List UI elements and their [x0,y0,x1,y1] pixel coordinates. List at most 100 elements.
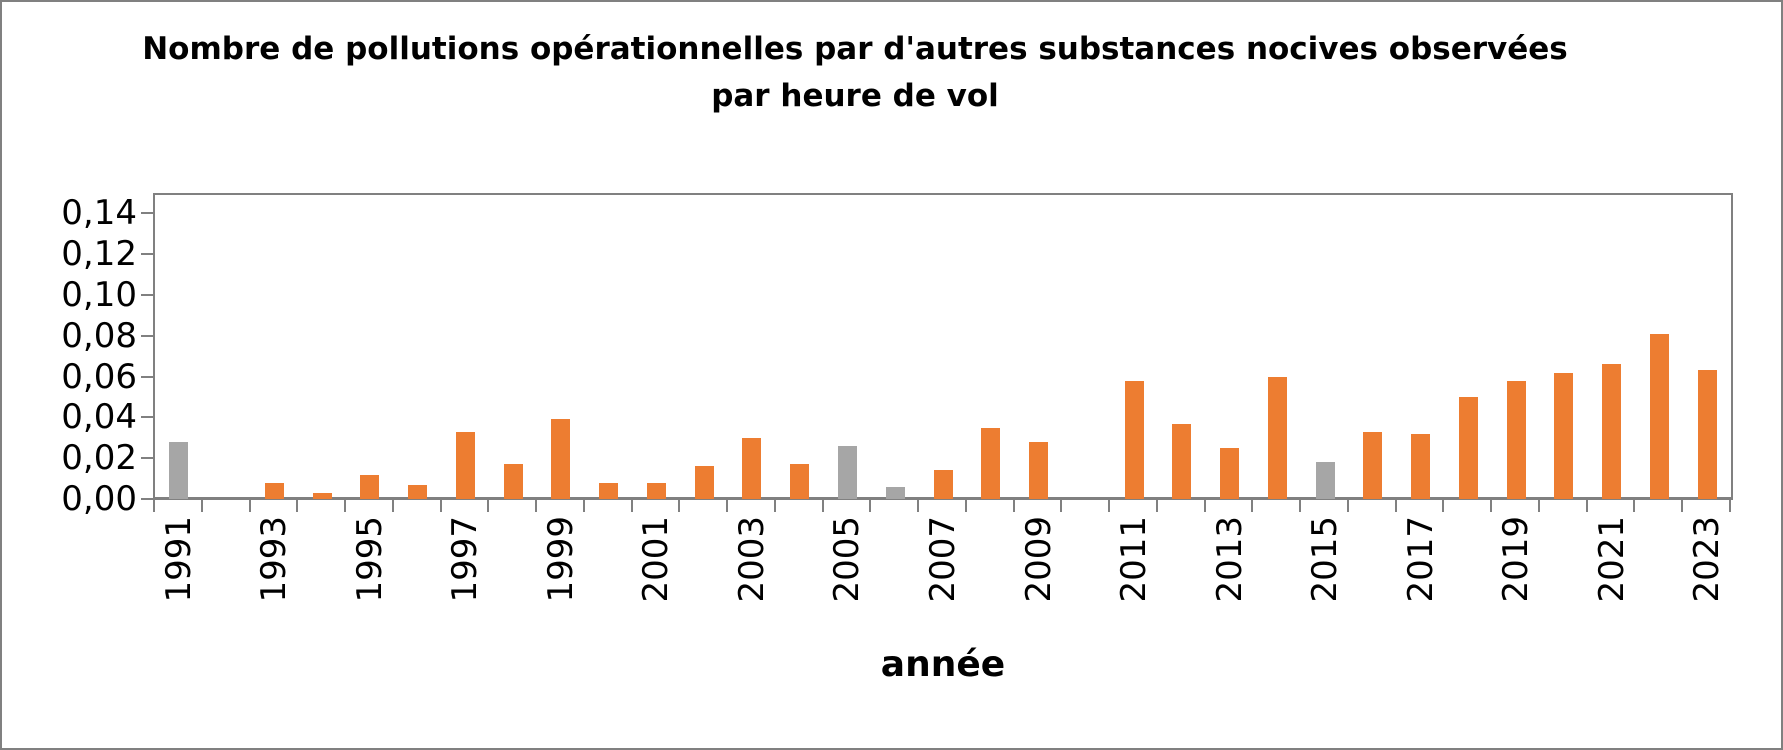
bar-1997 [455,431,475,499]
x-year-label-text: 2009 [1018,516,1059,603]
bar-2006 [885,486,905,499]
x-axis-tick [1012,500,1015,512]
x-year-label-2007: 2007 [918,516,968,628]
x-year-label-text: 1991 [158,516,199,603]
x-axis-tick [344,500,347,512]
x-axis-tick [1251,500,1254,512]
bar-1996 [408,484,428,499]
x-year-label-1997: 1997 [440,516,490,628]
x-year-label-2021: 2021 [1587,516,1637,628]
x-year-label-text: 1999 [540,516,581,603]
x-year-label-text: 2017 [1400,516,1441,603]
x-axis-tick [917,500,920,512]
x-axis-tick [1537,500,1540,512]
y-axis-tick [141,416,153,419]
x-axis-tick [582,500,585,512]
x-year-label-text: 2019 [1496,516,1537,603]
x-axis-tick [726,500,729,512]
plot-border-top [153,193,1733,195]
x-axis-tick [1394,500,1397,512]
y-axis-tick-label: 0,06 [61,356,137,397]
bar-2017 [1411,433,1431,499]
y-axis-tick [141,294,153,296]
y-axis-tick-label: 0,14 [61,193,137,234]
y-axis-tick [141,253,153,256]
x-year-label-text: 2007 [923,516,963,603]
x-year-label-2015: 2015 [1300,516,1350,628]
bar-1991 [169,441,189,499]
x-axis-tick [535,500,538,512]
bar-2000 [599,482,619,499]
x-axis-tick [1060,500,1063,512]
x-axis-tick [773,500,776,512]
x-axis-tick [1203,500,1206,512]
x-axis-tick [1155,500,1158,512]
x-year-label-1995: 1995 [345,516,395,628]
bar-2009 [1029,441,1048,499]
x-axis-tick [1585,500,1588,512]
x-year-label-text: 2015 [1305,516,1346,603]
x-axis-tick [678,500,681,512]
bar-2001 [646,482,666,499]
y-axis-line [153,193,155,500]
x-year-label-text: 1997 [445,516,486,603]
x-year-label-2009: 2009 [1014,516,1064,628]
bar-2023 [1697,370,1717,499]
x-year-label-2001: 2001 [631,516,681,628]
chart-title-line-1: Nombre de pollutions opérationnelles par… [142,31,1568,67]
x-axis-tick [391,500,394,512]
x-year-label-text: 1995 [349,516,390,603]
x-year-label-2019: 2019 [1491,516,1541,628]
bar-2021 [1602,364,1622,499]
x-axis-tick [1633,500,1636,512]
x-axis-tick [487,500,490,512]
x-year-label-text: 2011 [1114,516,1155,603]
x-axis-tick [200,500,203,512]
chart-title-line-2: par heure de vol [711,78,999,114]
x-axis-tick [248,500,251,512]
bar-2013 [1220,448,1240,499]
x-axis-tick [1681,500,1684,512]
bar-2004 [790,464,810,499]
x-year-label-text: 2021 [1591,516,1632,603]
x-axis-tick [964,500,967,512]
y-axis-tick-label: 0,02 [61,438,137,479]
x-axis-tick [1442,500,1445,512]
x-axis-tick [153,500,155,512]
y-axis-tick-label: 0,10 [61,275,137,315]
x-year-label-2013: 2013 [1205,516,1255,628]
y-axis-tick-label: 0,04 [61,397,137,438]
bar-2020 [1554,372,1574,499]
x-axis-tick [630,500,633,512]
x-year-label-1999: 1999 [536,516,586,628]
x-year-label-2011: 2011 [1109,516,1159,628]
bar-1998 [503,464,523,499]
x-axis-tick [1346,500,1349,512]
x-year-label-text: 2001 [636,516,677,603]
bar-2011 [1124,380,1144,499]
y-axis-tick [141,498,153,500]
x-axis-tick [1108,500,1111,512]
bar-2005 [837,445,857,499]
bar-1995 [360,474,380,499]
x-axis-tick [1299,500,1302,512]
x-year-label-1993: 1993 [249,516,299,628]
y-axis-tick [141,457,153,460]
bar-1993 [264,482,284,499]
bar-2014 [1267,376,1287,499]
x-axis-tick [1729,500,1731,512]
chart-title: Nombre de pollutions opérationnelles par… [0,26,1710,120]
x-year-label-2005: 2005 [822,516,872,628]
bar-2003 [742,437,762,499]
y-axis-tick-label: 0,00 [61,479,137,519]
x-axis-tick [821,500,824,512]
bar-2019 [1506,380,1526,499]
x-year-label-1991: 1991 [154,516,204,628]
plot-border-right [1731,193,1733,500]
y-axis-tick-label: 0,08 [61,315,137,356]
y-axis-tick [141,212,153,215]
bar-2016 [1363,431,1383,499]
x-year-label-2017: 2017 [1396,516,1446,628]
x-axis-tick [1490,500,1493,512]
